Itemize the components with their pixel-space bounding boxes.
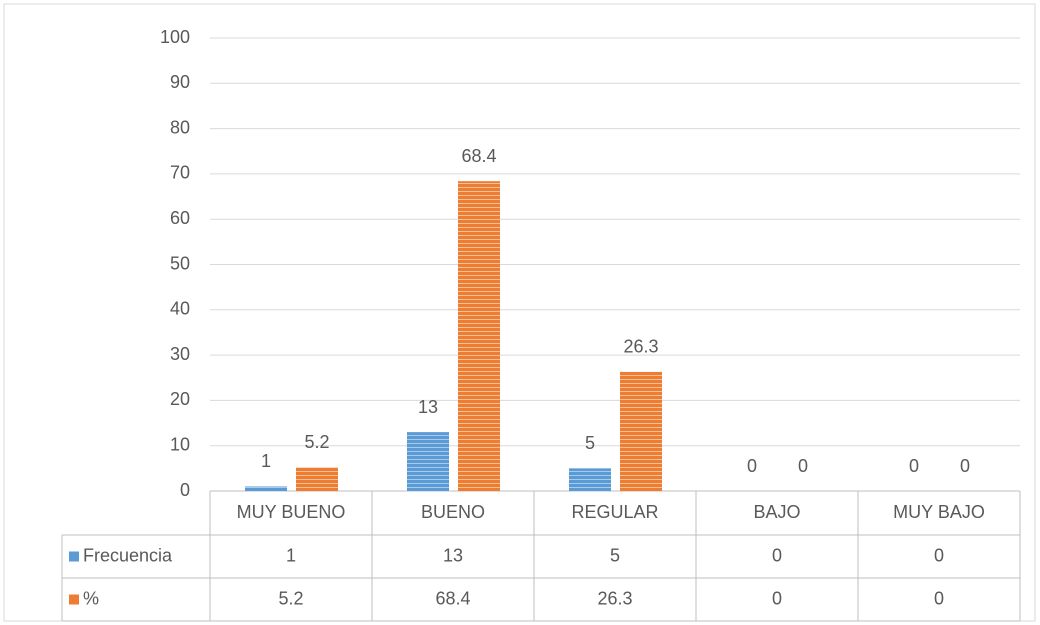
legend-label: Frecuencia (83, 545, 173, 565)
y-tick-label: 50 (170, 253, 190, 273)
bar (296, 467, 338, 491)
bar (620, 371, 662, 491)
chart-frame (3, 3, 1036, 622)
x-tick-label: REGULAR (571, 502, 658, 522)
y-tick-label: 30 (170, 344, 190, 364)
legend-label: % (83, 588, 99, 608)
legend-key (69, 551, 79, 562)
table-cell: 5 (610, 545, 620, 565)
data-label: 5 (585, 433, 595, 453)
bar (569, 468, 611, 491)
y-tick-label: 20 (170, 389, 190, 409)
bar (245, 486, 287, 491)
bar (407, 432, 449, 491)
y-tick-label: 10 (170, 434, 190, 454)
y-tick-label: 100 (160, 27, 190, 47)
y-tick-label: 0 (180, 480, 190, 500)
data-label: 0 (747, 456, 757, 476)
x-tick-label: BAJO (753, 502, 800, 522)
x-tick-label: BUENO (421, 502, 485, 522)
data-label: 5.2 (304, 432, 329, 452)
table-cell: 68.4 (435, 588, 470, 608)
data-label: 68.4 (461, 146, 496, 166)
y-tick-label: 70 (170, 163, 190, 183)
y-tick-label: 60 (170, 208, 190, 228)
x-tick-label: MUY BUENO (237, 502, 346, 522)
y-tick-label: 80 (170, 117, 190, 137)
x-tick-label: MUY BAJO (893, 502, 985, 522)
data-label: 0 (909, 456, 919, 476)
data-label: 0 (960, 456, 970, 476)
table-cell: 0 (772, 545, 782, 565)
table-cell: 0 (934, 545, 944, 565)
table-cell: 26.3 (597, 588, 632, 608)
data-label: 13 (418, 397, 438, 417)
y-tick-label: 40 (170, 299, 190, 319)
bar (458, 181, 500, 491)
table-cell: 5.2 (278, 588, 303, 608)
data-label: 0 (798, 456, 808, 476)
table-cell: 1 (286, 545, 296, 565)
legend-key (69, 594, 79, 605)
data-label: 1 (261, 451, 271, 471)
table-cell: 0 (772, 588, 782, 608)
table-cell: 13 (443, 545, 463, 565)
y-tick-label: 90 (170, 72, 190, 92)
data-label: 26.3 (623, 337, 658, 357)
table-cell: 0 (934, 588, 944, 608)
